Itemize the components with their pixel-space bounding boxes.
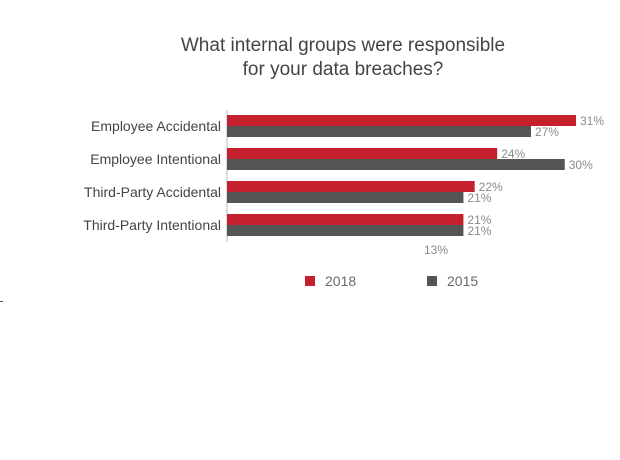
legend-swatch-2018 — [305, 276, 315, 286]
value-label-2015-1: 30% — [569, 158, 593, 172]
bar-2015-0 — [227, 126, 531, 137]
bar-2015-3 — [227, 225, 464, 236]
category-label-0: Employee Accidental — [91, 118, 221, 134]
legend-label-2015: 2015 — [447, 273, 478, 289]
value-label-2018-0: 31% — [580, 114, 604, 128]
chart-title: What internal groups were responsible fo… — [0, 34, 620, 82]
value-label-2015-0: 27% — [535, 125, 559, 139]
legend-label-2018: 2018 — [325, 273, 356, 289]
value-label-2018-2: 22% — [479, 180, 503, 194]
chart-title-line-1: What internal groups were responsible — [180, 35, 506, 56]
category-label-3: Third-Party Intentional — [83, 217, 221, 233]
bar-2018-1 — [227, 148, 498, 159]
bar-2018-2 — [227, 181, 475, 192]
bar-2015-1 — [227, 159, 565, 170]
extra-value-label: 13% — [424, 243, 448, 257]
bar-2018-3 — [227, 214, 464, 225]
value-label-2015-3: 21% — [467, 224, 491, 238]
value-label-2018-3: 21% — [467, 213, 491, 227]
category-label-1: Employee Intentional — [90, 151, 221, 167]
legend-swatch-2015 — [427, 276, 437, 286]
bar-2018-0 — [227, 115, 576, 126]
value-label-2015-2: 21% — [467, 191, 491, 205]
value-label-2018-1: 24% — [501, 147, 525, 161]
bar-2015-2 — [227, 192, 464, 203]
stray-tick-mark — [0, 301, 3, 302]
category-label-2: Third-Party Accidental — [84, 184, 221, 200]
chart-title-line-2: for your data breaches? — [242, 59, 444, 80]
